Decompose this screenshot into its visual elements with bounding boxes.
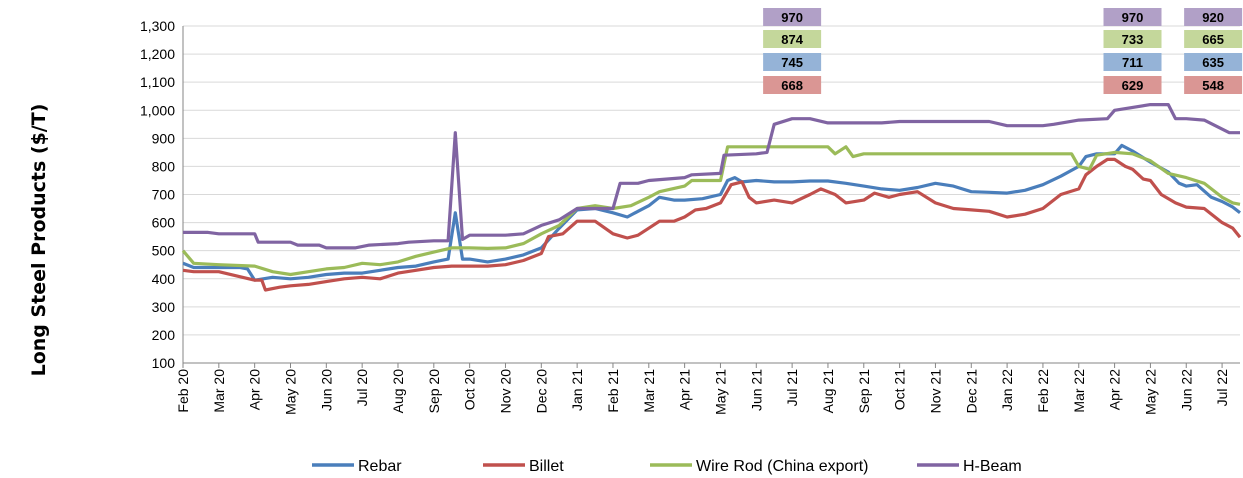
x-tick-label: Sep 21 (856, 369, 872, 414)
x-tick-label: May 20 (282, 369, 298, 415)
series-lines (181, 103, 1242, 292)
x-tick-label: Nov 20 (497, 369, 513, 414)
annotation-value: 970 (781, 10, 803, 25)
annotation-box (1103, 8, 1162, 26)
x-tick-label: Aug 21 (820, 369, 836, 414)
y-tick-label: 900 (152, 130, 176, 146)
x-tick-label: Apr 20 (247, 369, 263, 410)
series-line-billet (182, 157, 1242, 292)
y-tick-label: 1,200 (140, 46, 175, 62)
x-tick-label: Aug 20 (390, 369, 406, 414)
series-line-h-beam (183, 103, 1240, 250)
y-tick-label: 1,100 (140, 74, 175, 90)
x-tick-label: Jul 20 (354, 369, 370, 407)
x-tick-label: Jan 22 (999, 369, 1015, 411)
x-tick-label: Jul 22 (1214, 369, 1230, 407)
y-tick-label: 1,000 (140, 102, 175, 118)
legend: Rebar Billet Wire Rod (China export) H-Beam (312, 458, 1022, 475)
y-tick-label: 1,300 (140, 18, 175, 34)
y-tick-label: 500 (152, 243, 176, 259)
annotation-box (1184, 30, 1243, 48)
annotation-box (1103, 53, 1162, 71)
x-tick-label: May 21 (712, 369, 728, 415)
x-tick-labels: Feb 20 Mar 20 Apr 20 May 20 Jun 20 Jul 20 Aug … (175, 363, 1230, 415)
legend-label: H-Beam (963, 458, 1022, 475)
annotation-box (763, 76, 822, 94)
y-tick-labels: 100 200 300 400 500 600 700 800 900 1,000 1,100 1,2… (140, 18, 175, 371)
annotation-value: 665 (1202, 32, 1224, 47)
x-tick-label: Mar 20 (211, 369, 227, 413)
x-tick-label: Apr 21 (677, 369, 693, 410)
x-tick-label: Jun 22 (1178, 369, 1194, 411)
x-tick-label: Sep 20 (426, 369, 442, 414)
x-tick-label: Dec 21 (963, 369, 979, 414)
x-tick-label: Jun 21 (748, 369, 764, 411)
y-tick-label: 600 (152, 215, 176, 231)
y-tick-label: 700 (152, 187, 176, 203)
annotation-box (1184, 53, 1243, 71)
annotation-value: 668 (781, 78, 803, 93)
x-tick-label: Mar 21 (641, 369, 657, 413)
x-tick-label: Jan 21 (569, 369, 585, 411)
value-annotations: 970 874 745 668 970 733 711 629 920 665 635 548 (763, 8, 1243, 94)
x-tick-label: Feb 22 (1035, 369, 1051, 413)
annotation-value: 548 (1202, 78, 1224, 93)
x-tick-label: Dec 20 (533, 369, 549, 414)
x-tick-label: Feb 21 (605, 369, 621, 413)
annotation-box (1103, 30, 1162, 48)
legend-label: Wire Rod (China export) (696, 458, 869, 475)
annotation-box (763, 8, 822, 26)
x-tick-label: Oct 20 (462, 369, 478, 410)
annotation-box (763, 53, 822, 71)
annotation-value: 711 (1122, 55, 1143, 70)
legend-label: Billet (529, 458, 564, 475)
x-tick-label: Feb 20 (175, 369, 191, 413)
series-line-wire-rod-china-export (181, 145, 1241, 277)
x-tick-label: May 22 (1142, 369, 1158, 415)
annotation-box (1184, 76, 1243, 94)
x-tick-label: Mar 22 (1071, 369, 1087, 413)
y-tick-label: 800 (152, 158, 176, 174)
annotation-value: 733 (1122, 32, 1144, 47)
annotation-value: 970 (1122, 10, 1144, 25)
annotation-box (763, 30, 822, 48)
y-tick-label: 400 (152, 271, 176, 287)
y-tick-label: 100 (152, 355, 176, 371)
grid-lines (183, 25, 1240, 364)
annotation-value: 920 (1202, 10, 1224, 25)
x-tick-label: Jun 20 (318, 369, 334, 411)
annotation-value: 874 (781, 32, 803, 47)
axes (182, 26, 1240, 364)
legend-label: Rebar (358, 458, 402, 475)
annotation-value: 635 (1202, 55, 1224, 70)
annotation-box (1103, 76, 1162, 94)
annotation-value: 745 (781, 55, 803, 70)
x-tick-label: Oct 21 (892, 369, 908, 410)
y-tick-label: 300 (152, 299, 176, 315)
x-tick-label: Apr 22 (1107, 369, 1123, 410)
x-tick-label: Jul 21 (784, 369, 800, 407)
annotation-value: 629 (1122, 78, 1144, 93)
annotation-box (1184, 8, 1243, 26)
y-axis-label: Long Steel Products ($/T) (28, 104, 50, 377)
x-tick-label: Nov 21 (927, 369, 943, 414)
y-tick-label: 200 (152, 327, 176, 343)
